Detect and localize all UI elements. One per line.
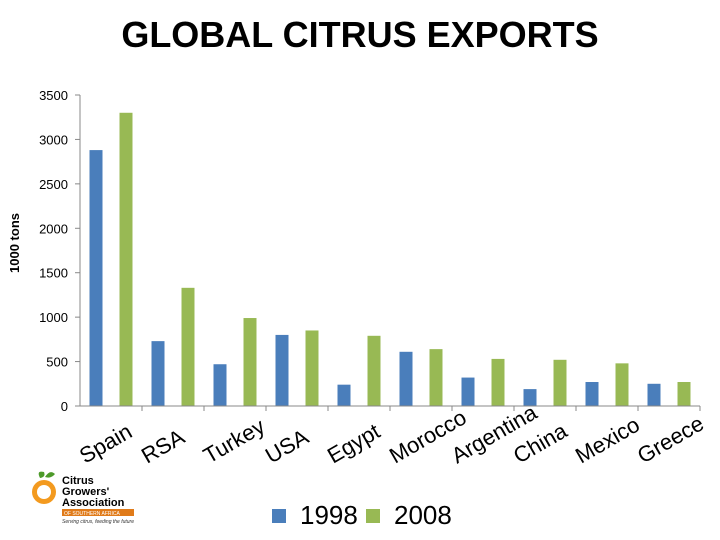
bar-1998-spain xyxy=(89,150,103,406)
bar-layer xyxy=(89,112,691,407)
bar-1998-usa xyxy=(275,334,289,406)
legend-1998: 1998 xyxy=(272,500,358,531)
x-tick-label: Mexico xyxy=(571,412,644,468)
y-tick-label: 500 xyxy=(46,355,68,370)
y-tick-label: 2500 xyxy=(39,177,68,192)
x-tick-label: Turkey xyxy=(199,413,269,468)
x-tick-label: USA xyxy=(261,424,313,468)
bar-1998-morocco xyxy=(399,351,413,406)
bar-2008-turkey xyxy=(243,318,257,406)
bar-2008-morocco xyxy=(429,349,443,406)
y-tick-label: 1500 xyxy=(39,266,68,281)
axis-layer: 0 500 1000 1500 2000 2500 3000 3500 Spain RSA Turk… xyxy=(39,88,708,468)
bar-2008-mexico xyxy=(615,363,629,406)
logo-line1: Citrus xyxy=(62,475,94,487)
leaf-icon xyxy=(38,471,45,478)
logo-line2: Growers' xyxy=(62,486,110,498)
bar-2008-egypt xyxy=(367,335,381,406)
y-axis-label: 1000 tons xyxy=(7,213,22,273)
x-tick-label: Greece xyxy=(633,411,708,469)
bar-2008-rsa xyxy=(181,287,195,406)
y-tick-label: 0 xyxy=(61,399,68,414)
x-tick-label: Spain xyxy=(75,419,136,469)
y-tick-label: 1000 xyxy=(39,310,68,325)
chart-title: GLOBAL CITRUS EXPORTS xyxy=(121,14,599,55)
y-tick-label: 3000 xyxy=(39,132,68,147)
x-tick-label: RSA xyxy=(137,424,189,468)
bar-1998-china xyxy=(523,389,537,406)
bar-2008-greece xyxy=(677,382,691,406)
bar-1998-turkey xyxy=(213,364,227,406)
citrus-growers-logo: Citrus Growers' Association OF SOUTHERN … xyxy=(28,468,138,526)
logo-line3: Association xyxy=(62,497,125,509)
logo-tagline: Serving citrus, feeding the future xyxy=(62,519,134,525)
bar-1998-mexico xyxy=(585,382,599,406)
bar-1998-argentina xyxy=(461,377,475,406)
y-tick-label: 2000 xyxy=(39,221,68,236)
legend-swatch-2008 xyxy=(366,508,380,523)
legend-label-2008: 2008 xyxy=(394,500,452,530)
bar-1998-rsa xyxy=(151,341,165,406)
legend-label-1998: 1998 xyxy=(300,500,358,530)
bar-2008-argentina xyxy=(491,358,505,406)
logo-graphic: Citrus Growers' Association OF SOUTHERN … xyxy=(32,471,134,525)
bar-1998-greece xyxy=(647,383,661,406)
x-tick-label: Egypt xyxy=(323,419,384,469)
bar-1998-egypt xyxy=(337,384,351,406)
bar-2008-spain xyxy=(119,112,133,407)
legend-swatch-1998 xyxy=(272,508,286,523)
legend-2008: 2008 xyxy=(366,500,452,531)
logo-band: OF SOUTHERN AFRICA xyxy=(64,511,121,517)
bar-2008-usa xyxy=(305,330,319,406)
y-tick-label: 3500 xyxy=(39,88,68,103)
bar-2008-china xyxy=(553,359,567,406)
